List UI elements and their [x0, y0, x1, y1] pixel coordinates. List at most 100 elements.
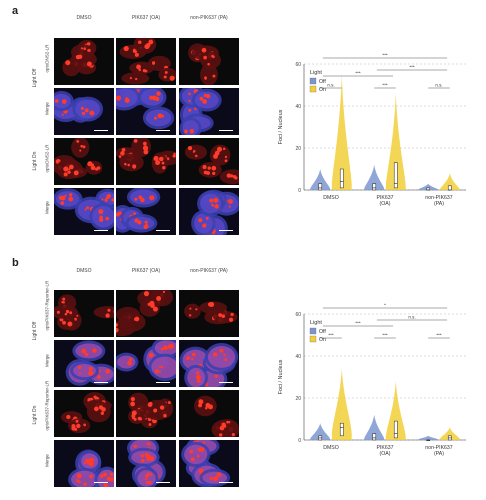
reporter-micrograph — [179, 390, 239, 437]
reporter-micrograph — [179, 38, 239, 85]
legend-swatch — [309, 327, 317, 335]
box-on — [339, 168, 344, 189]
violin-on — [331, 368, 352, 440]
panel-b-col-2: PIK637 (OA) — [131, 268, 161, 274]
reporter-micrograph — [54, 38, 114, 85]
scale-bar — [94, 130, 108, 132]
y-tick-label: 60 — [295, 62, 301, 68]
significance-label: *** — [436, 333, 442, 338]
violin-on — [385, 381, 406, 440]
panel-b-row-3: optoPIK637-Reporter-LR — [44, 380, 50, 431]
panel-b-row-1: optoPIK637-Reporter-LR — [44, 280, 50, 331]
violin-off — [310, 169, 331, 190]
significance-label: *** — [355, 71, 361, 76]
scale-bar — [219, 482, 233, 484]
legend-title: Light — [310, 320, 322, 326]
x-tick-label: (PA) — [434, 451, 444, 457]
panel-a-row-3: optoDNS2-LR — [44, 144, 50, 173]
merge-micrograph — [54, 88, 114, 135]
scale-bar — [156, 382, 170, 384]
y-tick-label: 0 — [298, 438, 301, 444]
x-tick-label: (PA) — [434, 201, 444, 207]
reporter-micrograph — [54, 138, 114, 185]
panel-a-row-1: optoDNS2-LR — [44, 44, 50, 73]
scale-bar — [219, 382, 233, 384]
y-tick-label: 40 — [295, 104, 301, 110]
violin-off — [364, 414, 385, 440]
reporter-micrograph — [116, 290, 176, 337]
scale-bar — [219, 230, 233, 232]
panel-b-group-off: Light Off — [32, 321, 38, 341]
violin-off — [418, 183, 439, 190]
legend-entry: Off — [319, 79, 326, 85]
box-off — [372, 433, 377, 441]
box-on — [447, 185, 452, 191]
significance-label: n.s. — [408, 315, 415, 320]
panel-a-row-2: Merge — [44, 102, 50, 115]
significance-label: * — [384, 303, 386, 308]
scale-bar — [156, 482, 170, 484]
merge-micrograph — [116, 440, 176, 487]
merge-micrograph — [54, 440, 114, 487]
scale-bar — [94, 382, 108, 384]
significance-label: *** — [355, 321, 361, 326]
merge-micrograph — [116, 188, 176, 235]
violin-on — [439, 173, 460, 190]
x-tick-label: (OA) — [380, 451, 391, 457]
merge-micrograph — [179, 440, 239, 487]
y-tick-label: 60 — [295, 312, 301, 318]
reporter-micrograph — [116, 38, 176, 85]
merge-micrograph — [179, 88, 239, 135]
merge-micrograph — [54, 340, 114, 387]
violin-off — [310, 423, 331, 440]
reporter-micrograph — [54, 390, 114, 437]
legend-entry: On — [319, 337, 326, 343]
panel-b-row-2: Merge — [44, 354, 50, 367]
x-tick-label: (OA) — [380, 201, 391, 207]
y-tick-label: 40 — [295, 354, 301, 360]
x-tick-label: PIK637 — [376, 445, 393, 451]
merge-micrograph — [54, 188, 114, 235]
box-off — [318, 183, 323, 191]
scale-bar — [94, 230, 108, 232]
box-on — [339, 422, 344, 437]
violin-off — [418, 435, 439, 440]
y-tick-label: 20 — [295, 396, 301, 402]
reporter-micrograph — [116, 138, 176, 185]
merge-micrograph — [116, 88, 176, 135]
panel-a-group-off: Light Off — [32, 68, 38, 88]
legend-entry: Off — [319, 329, 326, 335]
scale-bar — [94, 482, 108, 484]
x-tick-label: non-PIK637 — [425, 445, 453, 451]
reporter-micrograph — [179, 290, 239, 337]
scale-bar — [156, 230, 170, 232]
x-tick-label: DMSO — [323, 195, 339, 201]
panel-a-label: a — [12, 5, 19, 17]
scale-bar — [156, 130, 170, 132]
box-off — [426, 187, 431, 191]
legend-swatch — [309, 335, 317, 343]
x-tick-label: non-PIK637 — [425, 195, 453, 201]
legend-swatch — [309, 77, 317, 85]
panel-b-row-4: Merge — [44, 454, 50, 467]
significance-label: n.s. — [327, 83, 334, 88]
legend-swatch — [309, 85, 317, 93]
box-on — [393, 420, 398, 439]
box-on — [393, 162, 398, 189]
panel-b-violin-chart: 0 20 40 60 Foci / Nucleus DMSO PIK637(OA) non-P… — [278, 303, 466, 457]
x-tick-label: PIK637 — [376, 195, 393, 201]
reporter-micrograph — [54, 290, 114, 337]
scale-bar — [219, 130, 233, 132]
box-off — [372, 183, 377, 191]
significance-label: *** — [382, 53, 388, 58]
panel-a-col-3: non-PIK637 (PA) — [190, 15, 228, 21]
x-tick-label: DMSO — [323, 445, 339, 451]
legend-title: Light — [310, 70, 322, 76]
violin-on — [331, 74, 352, 190]
significance-label: *** — [382, 83, 388, 88]
panel-b-col-3: non-PIK637 (PA) — [190, 268, 228, 274]
y-axis-label: Foci / Nucleus — [278, 109, 284, 144]
merge-micrograph — [179, 188, 239, 235]
merge-micrograph — [116, 340, 176, 387]
panel-a-row-4: Merge — [44, 201, 50, 214]
